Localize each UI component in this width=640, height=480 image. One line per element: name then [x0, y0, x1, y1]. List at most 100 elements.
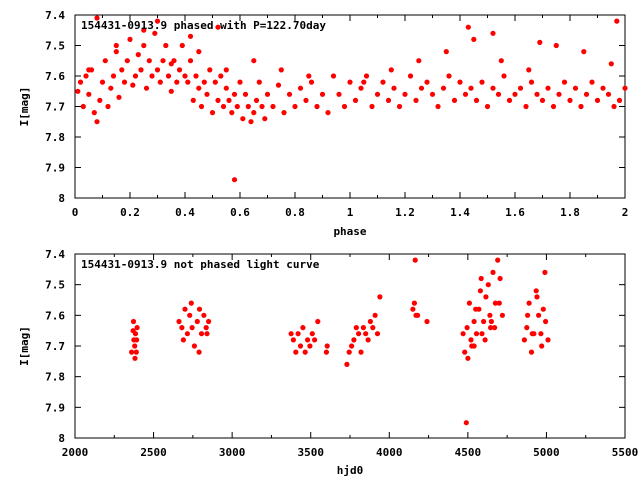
data-point [462, 91, 469, 97]
data-point [278, 67, 284, 73]
x-tick-label: 1 [347, 206, 354, 219]
data-point [204, 91, 210, 97]
x-tick-label: 0.8 [285, 206, 305, 219]
data-point [154, 67, 161, 73]
x-tick-label: 0 [72, 206, 79, 219]
data-point [129, 349, 135, 355]
data-point [526, 300, 532, 306]
data-point [297, 343, 304, 349]
data-point [341, 103, 348, 110]
data-point [465, 355, 471, 361]
data-point [113, 42, 119, 49]
x-tick-label: 3000 [219, 446, 246, 459]
y-tick-label: 7.4 [45, 248, 65, 261]
x-tick-label: 2500 [140, 446, 167, 459]
data-point [290, 337, 296, 343]
data-point [462, 349, 468, 355]
data-point [413, 97, 419, 103]
data-point [466, 300, 472, 306]
data-point [407, 73, 414, 79]
data-point [537, 39, 543, 46]
data-point [496, 300, 502, 306]
x-tick-label: 1.4 [450, 206, 470, 219]
data-point [86, 91, 92, 97]
data-point [471, 343, 477, 349]
data-point [308, 79, 315, 85]
data-point [190, 97, 196, 103]
data-point [451, 97, 458, 103]
data-point [168, 88, 174, 94]
data-point [484, 103, 491, 110]
data-point [160, 58, 166, 64]
data-point [220, 103, 227, 110]
data-point [415, 312, 421, 318]
x-axis-label: phase [333, 225, 366, 238]
data-point [251, 58, 257, 64]
data-point [360, 325, 366, 331]
data-point [218, 73, 224, 79]
data-point [460, 331, 466, 337]
x-tick-label: 2000 [62, 446, 89, 459]
data-point [196, 49, 202, 55]
x-tick-label: 0.4 [175, 206, 195, 219]
data-point [377, 294, 383, 300]
data-point [209, 110, 216, 116]
data-point [201, 312, 207, 318]
data-point [193, 73, 199, 79]
data-point [388, 67, 394, 73]
data-point [297, 85, 304, 91]
x-tick-label: 3500 [297, 446, 324, 459]
unphased-light-curve-panel: 2000 2500 3000 3500 4000 4500 5000 5500 7.4 7.5 7.… [18, 248, 638, 477]
data-point [471, 36, 477, 43]
data-point [113, 49, 119, 55]
data-point [94, 15, 100, 21]
data-point [391, 85, 397, 91]
data-point [370, 325, 376, 331]
data-point [198, 331, 205, 337]
data-point [80, 103, 86, 110]
data-point [363, 73, 370, 79]
data-point [358, 349, 364, 355]
data-point [468, 337, 474, 343]
data-point [182, 306, 188, 312]
data-point [309, 331, 315, 337]
data-point [501, 73, 507, 79]
data-point [234, 103, 240, 110]
data-point [372, 312, 378, 318]
x-tick-label: 0.2 [120, 206, 140, 219]
data-point [443, 49, 449, 55]
y-tick-label: 7.6 [45, 70, 65, 83]
data-point [347, 79, 353, 85]
data-point [483, 294, 489, 300]
chart-title: 154431-0913.9 not phased light curve [81, 258, 320, 271]
data-point [594, 97, 601, 103]
data-point [533, 288, 539, 294]
data-point [523, 103, 529, 110]
data-point [572, 85, 579, 91]
data-point [497, 275, 503, 282]
data-point [141, 27, 147, 33]
data-point [487, 312, 493, 318]
data-point [174, 79, 180, 85]
data-point [141, 42, 147, 49]
data-point [411, 300, 417, 306]
data-point [94, 119, 100, 125]
data-point [132, 73, 139, 79]
data-point [324, 343, 330, 349]
data-point [463, 420, 469, 426]
plot-frame [74, 14, 626, 199]
data-point [302, 349, 308, 355]
data-point [473, 97, 480, 103]
data-point [110, 73, 117, 79]
data-point [179, 42, 185, 49]
data-point [479, 79, 485, 85]
data-point [119, 67, 125, 73]
x-tick-label: 1.6 [505, 206, 525, 219]
data-point [538, 331, 544, 337]
data-point [351, 337, 357, 343]
data-point [482, 337, 488, 343]
data-point [495, 257, 501, 263]
data-point [207, 67, 213, 73]
data-point [396, 103, 403, 110]
